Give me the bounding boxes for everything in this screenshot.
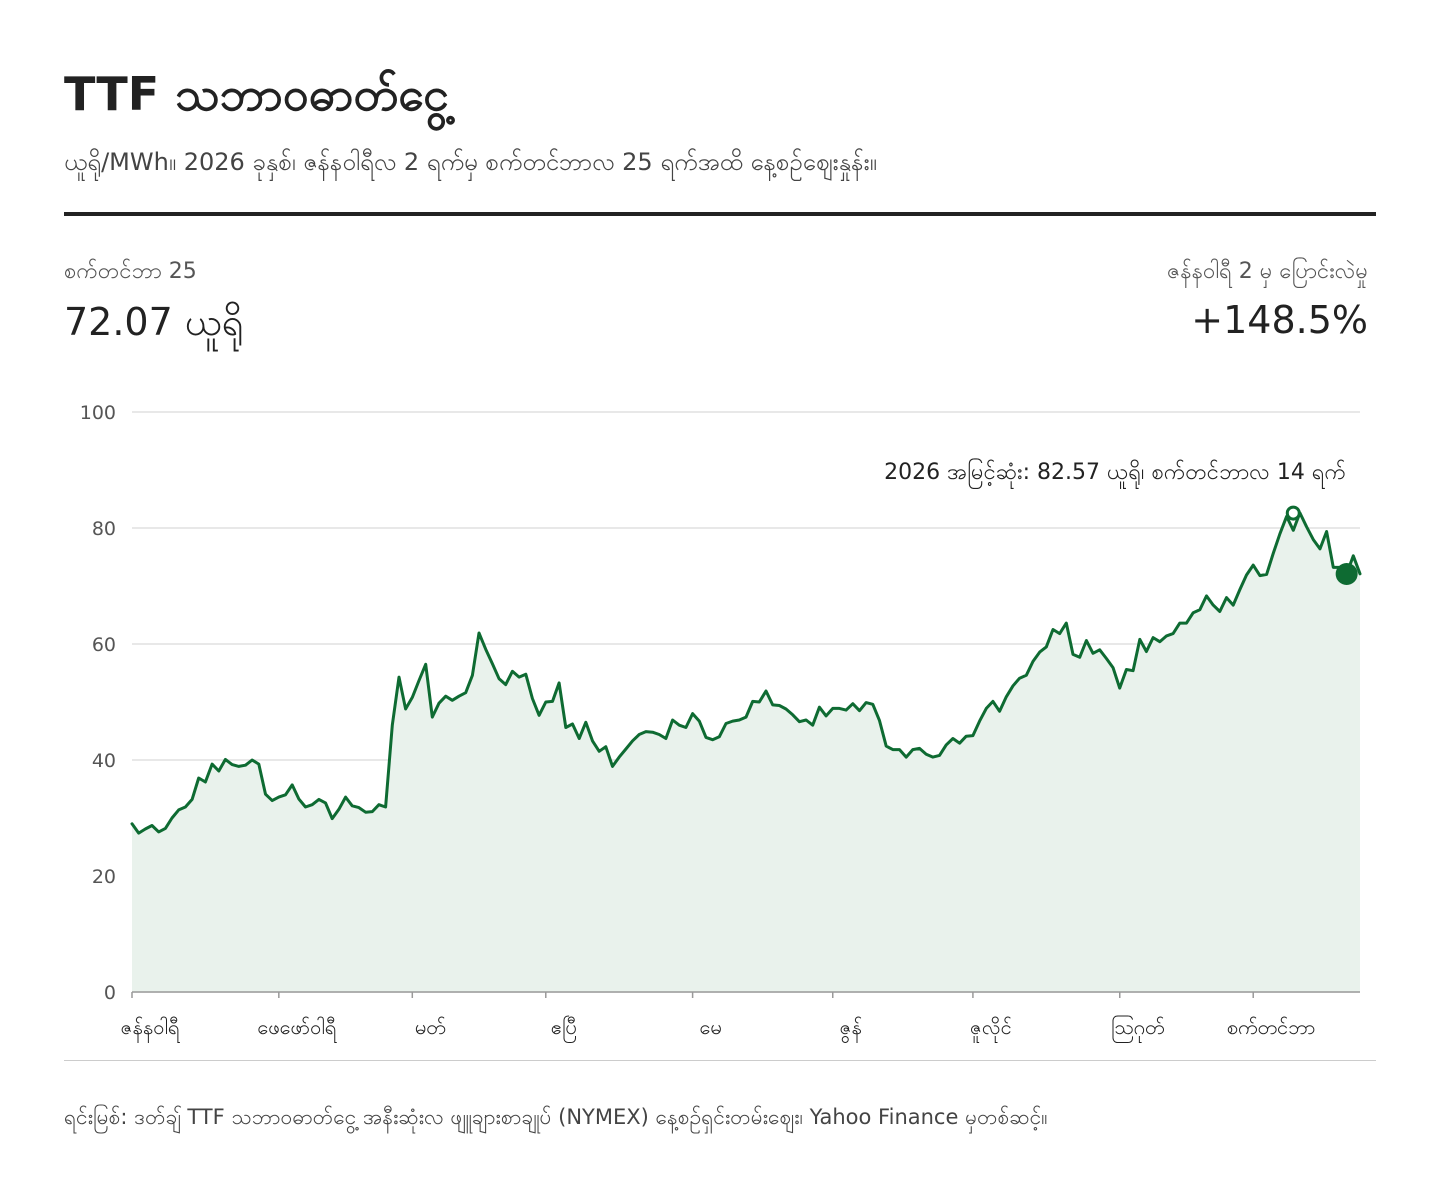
x-axis-ticks: ဇန်နဝါရီ ဖေဖော်ဝါရီ မတ် ဧပြီ မေ ဇွန် ဇူလိုင် ဩဂ… xyxy=(121,992,1316,1043)
x-tick-label: ဧပြီ xyxy=(551,1015,577,1043)
change-label: ဇန်နဝါရီ 2 မှ ပြောင်းလဲမှု xyxy=(1167,259,1368,284)
header-divider xyxy=(64,212,1376,216)
x-tick-label: ဇွန် xyxy=(840,1015,862,1043)
y-tick-label: 0 xyxy=(104,982,116,1004)
x-tick-label: ဩဂုတ် xyxy=(1111,1015,1165,1043)
chart-title: TTF သဘာဝဓာတ်ငွေ့ xyxy=(64,67,449,121)
y-tick-label: 60 xyxy=(92,634,116,656)
y-tick-label: 20 xyxy=(92,866,116,888)
x-tick-label: မေ xyxy=(699,1015,721,1039)
peak-annotation: 2026 အမြင့်ဆုံး: 82.57 ယူရို၊ စက်တင်ဘာလ … xyxy=(884,458,1346,489)
x-tick-label: စက်တင်ဘာ xyxy=(1227,1015,1316,1039)
latest-marker xyxy=(1335,562,1358,585)
y-tick-label: 40 xyxy=(92,750,116,772)
chart-subtitle: ယူရို/MWh။ 2026 ခုနှစ်၊ ဇန်နဝါရီလ 2 ရက်မ… xyxy=(64,148,877,176)
source-note: ရင်းမြစ်: ဒတ်ချ် TTF သဘာဝဓာတ်ငွေ့ အနီးဆု… xyxy=(64,1105,1048,1129)
peak-marker xyxy=(1285,505,1301,521)
latest-date-label: စက်တင်ဘာ 25 xyxy=(64,259,197,284)
x-tick-label: ဖေဖော်ဝါရီ xyxy=(257,1015,336,1043)
y-tick-label: 100 xyxy=(80,402,116,424)
y-tick-label: 80 xyxy=(92,518,116,540)
y-axis-ticks: 0 20 40 60 80 100 xyxy=(80,402,116,1004)
x-tick-label: မတ် xyxy=(415,1015,446,1039)
price-area xyxy=(132,512,1360,992)
price-chart: 0 20 40 60 80 100 ဇန်နဝါရီ ဖေဖော်ဝါရီ မတ် ဧပြီ မေ… xyxy=(80,402,1362,1043)
footer-divider xyxy=(64,1060,1376,1061)
latest-price-value: 72.07 ယူရို xyxy=(64,300,244,344)
x-tick-label: ဇူလိုင် xyxy=(970,1015,1012,1043)
price-line xyxy=(130,511,1362,835)
change-value: +148.5% xyxy=(1191,298,1368,342)
x-tick-label: ဇန်နဝါရီ xyxy=(121,1015,180,1043)
